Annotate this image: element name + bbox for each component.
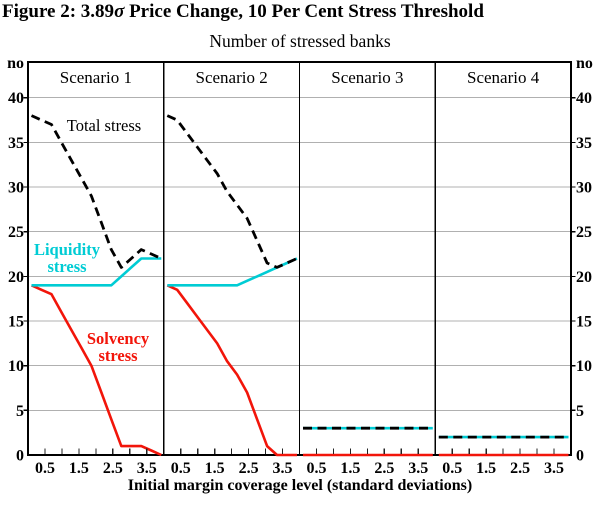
y-tick-label-right: 25 — [576, 224, 592, 241]
y-tick-label-right: 30 — [576, 180, 592, 197]
total-stress-line — [30, 114, 162, 269]
y-tick-label-left: 25 — [8, 224, 24, 241]
x-tick-label: 0.5 — [306, 460, 326, 477]
x-tick-label: 0.5 — [442, 460, 462, 477]
solvency-stress-label-line2: stress — [98, 346, 138, 365]
y-tick-label-right: 15 — [576, 314, 592, 331]
y-tick-label-left: 5 — [16, 403, 24, 420]
x-tick-label: 3.5 — [273, 460, 293, 477]
total-stress-label: Total stress — [67, 116, 141, 135]
y-tick-label-left: 15 — [8, 314, 24, 331]
x-tick-label: 0.5 — [35, 460, 55, 477]
liquidity-stress-label-line1: Liquidity — [34, 240, 101, 259]
x-tick-label: 3.5 — [544, 460, 564, 477]
series-annotations: Total stressLiquiditystressSolvencystres… — [34, 116, 150, 365]
panel-scenario-1 — [30, 114, 162, 457]
liquidity-stress-label-line2: stress — [47, 257, 87, 276]
liquidity-stress-line — [167, 257, 298, 287]
x-tick-label: 1.5 — [476, 460, 496, 477]
y-axis-ticks — [23, 97, 576, 411]
y-tick-label-right: 40 — [576, 90, 592, 107]
x-tick-label: 2.5 — [374, 460, 394, 477]
x-tick-label: 1.5 — [205, 460, 225, 477]
scenario-label-2: Scenario 2 — [196, 68, 268, 87]
x-tick-label: 1.5 — [69, 460, 89, 477]
y-axis-labels: 0 0 5 5 10 10 15 15 20 20 25 25 30 30 35 35 40 40 no no — [7, 55, 593, 465]
x-tick-label: 2.5 — [510, 460, 530, 477]
y-tick-label-right: 5 — [576, 403, 584, 420]
total-stress-line — [166, 114, 298, 269]
y-unit-label-left: no — [7, 55, 24, 72]
figure-title: Figure 2: 3.89σ Price Change, 10 Per Cen… — [2, 1, 600, 23]
outer-frame — [27, 61, 572, 456]
solvency-stress-label-line1: Solvency — [87, 329, 150, 348]
x-axis-ticks — [44, 448, 555, 454]
y-tick-label-right: 10 — [576, 358, 592, 375]
panel-scenario-2 — [166, 114, 298, 457]
y-tick-label-left: 40 — [8, 90, 24, 107]
sigma-symbol: σ — [114, 1, 125, 22]
chart-subtitle: Number of stressed banks — [209, 31, 391, 51]
y-tick-label-left: 35 — [8, 135, 24, 152]
y-tick-label-right: 35 — [576, 135, 592, 152]
liquidity-stress-line — [31, 257, 162, 287]
figure-title-prefix: Figure 2: 3.89 — [2, 1, 115, 22]
x-tick-label: 2.5 — [103, 460, 123, 477]
panel-scenario-4 — [438, 435, 569, 457]
y-unit-label-right: no — [576, 55, 593, 72]
x-axis-labels: 0.5 1.5 2.5 3.5 Scenario 1 0.5 1.5 2.5 3.5 Scenar… — [35, 68, 564, 477]
figure-title-suffix: Price Change, 10 Per Cent Stress Thresho… — [124, 1, 484, 22]
x-tick-label: 1.5 — [340, 460, 360, 477]
y-tick-label-left: 10 — [8, 358, 24, 375]
scenario-label-1: Scenario 1 — [60, 68, 132, 87]
x-tick-label: 0.5 — [171, 460, 191, 477]
x-axis-title: Initial margin coverage level (standard … — [127, 477, 473, 494]
solvency-stress-line — [30, 284, 162, 457]
panel-scenario-3 — [303, 426, 433, 457]
x-tick-label: 3.5 — [408, 460, 428, 477]
y-tick-label-left: 30 — [8, 180, 24, 197]
y-tick-label-right: 0 — [576, 448, 584, 465]
scenario-label-3: Scenario 3 — [331, 68, 403, 87]
solvency-stress-line — [166, 284, 297, 457]
x-tick-label: 2.5 — [239, 460, 259, 477]
x-tick-label: 3.5 — [137, 460, 157, 477]
y-tick-label-right: 20 — [576, 269, 592, 286]
scenario-label-4: Scenario 4 — [467, 68, 540, 87]
y-tick-label-left: 0 — [16, 448, 24, 465]
plot-frame — [27, 61, 572, 456]
y-tick-label-left: 20 — [8, 269, 24, 286]
